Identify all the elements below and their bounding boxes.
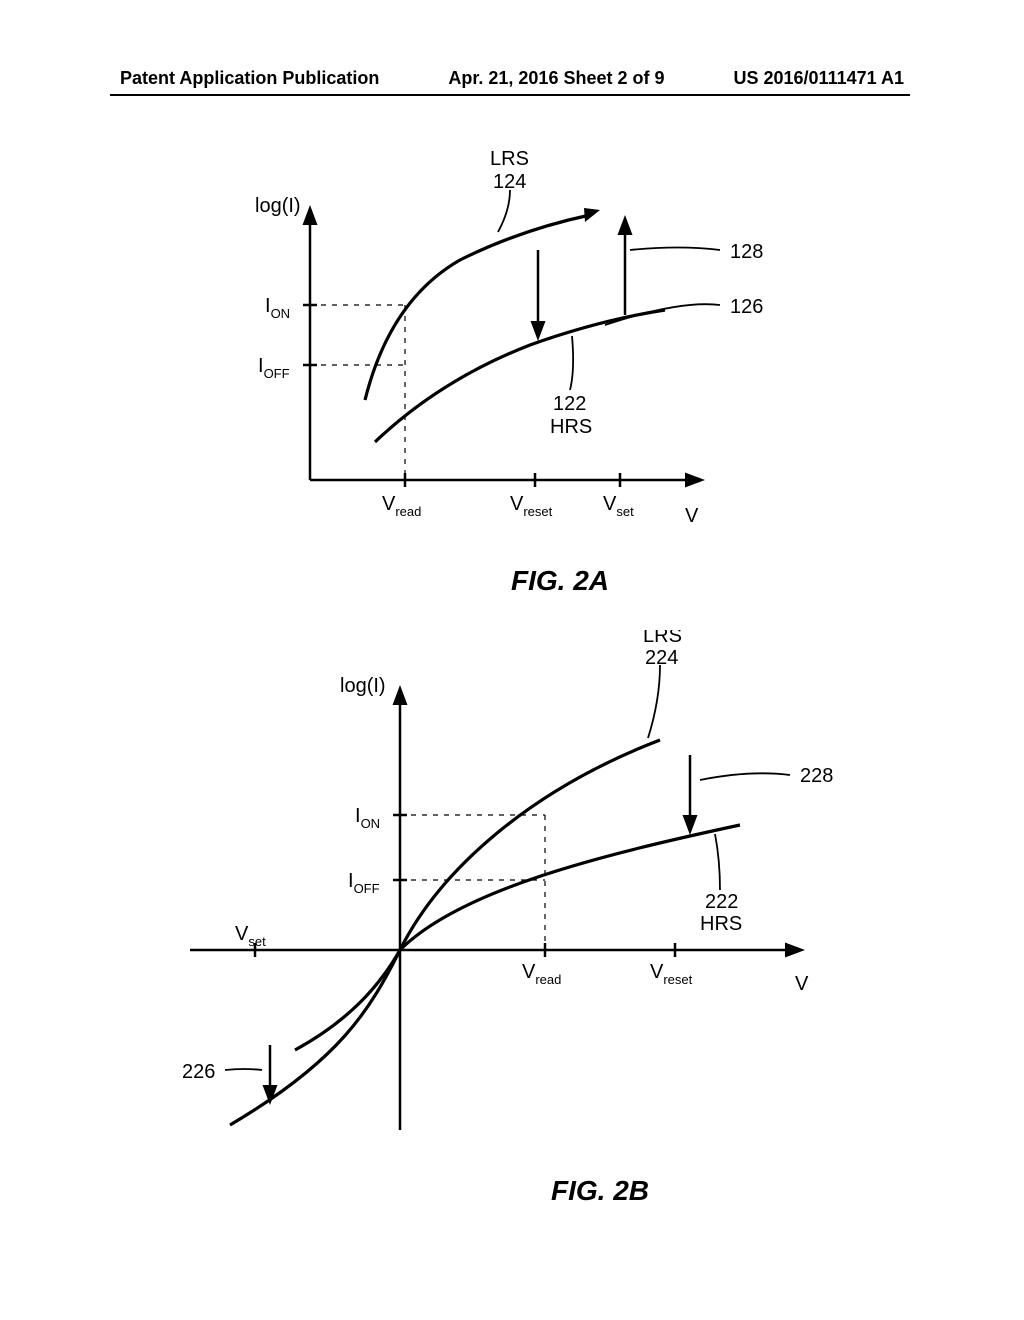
header-center: Apr. 21, 2016 Sheet 2 of 9 [448, 68, 664, 89]
fig2b-lrs: LRS [643, 630, 682, 647]
svg-text:Vreset: Vreset [650, 961, 693, 987]
figure-2b: log(I) ION IOFF Vread Vreset Vset V LRS … [100, 630, 920, 1207]
fig2b-vread: V [522, 961, 536, 983]
fig2a-vset-sub: set [616, 504, 634, 519]
fig2a-ioff-sub: OFF [264, 366, 290, 381]
fig2a-ion-sub: ON [271, 306, 291, 321]
fig2a-xlabel: V [685, 505, 699, 527]
fig2b-ion-sub: ON [361, 816, 381, 831]
svg-text:IOFF: IOFF [348, 870, 380, 896]
fig2b-hrs-num: 222 [705, 891, 738, 913]
fig2b-ref226: 226 [182, 1061, 215, 1083]
fig2a-hrs: HRS [550, 416, 592, 438]
fig2b-ref228: 228 [800, 765, 833, 787]
svg-text:Vset: Vset [603, 493, 634, 519]
fig2b-vset: V [235, 923, 249, 945]
fig2b-vreset-sub: reset [663, 972, 692, 987]
fig2b-vset-sub: set [248, 934, 266, 949]
fig2a-vreset-sub: reset [523, 504, 552, 519]
fig2b-xlabel: V [795, 973, 809, 995]
fig2a-lrs-num: 124 [493, 171, 526, 193]
fig2a-ref128: 128 [730, 241, 763, 263]
fig2a-lrs: LRS [490, 150, 529, 170]
fig2a-ylabel: log(I) [255, 195, 301, 217]
figure-2b-svg: log(I) ION IOFF Vread Vreset Vset V LRS … [100, 630, 920, 1170]
svg-text:ION: ION [265, 295, 290, 321]
fig2b-ylabel: log(I) [340, 675, 386, 697]
svg-text:Vset: Vset [235, 923, 266, 949]
figure-2a: log(I) ION IOFF Vread Vreset Vset V LRS … [160, 150, 860, 597]
svg-text:ION: ION [355, 805, 380, 831]
fig2b-vread-sub: read [535, 972, 561, 987]
fig2b-vreset: V [650, 961, 664, 983]
fig2a-vreset: V [510, 493, 524, 515]
fig2a-hrs-num: 122 [553, 393, 586, 415]
fig2a-vset: V [603, 493, 617, 515]
fig2a-ref126: 126 [730, 296, 763, 318]
fig2a-vread: V [382, 493, 396, 515]
svg-text:Vreset: Vreset [510, 493, 553, 519]
svg-text:Vread: Vread [382, 493, 421, 519]
header-rule [110, 94, 910, 96]
header-left: Patent Application Publication [120, 68, 379, 89]
fig2b-lrs-num: 224 [645, 647, 678, 669]
svg-text:Vread: Vread [522, 961, 561, 987]
page-header: Patent Application Publication Apr. 21, … [0, 68, 1024, 89]
fig2b-caption: FIG. 2B [280, 1175, 920, 1207]
figure-2a-svg: log(I) ION IOFF Vread Vreset Vset V LRS … [160, 150, 860, 570]
fig2a-vread-sub: read [395, 504, 421, 519]
svg-text:IOFF: IOFF [258, 355, 290, 381]
header-right: US 2016/0111471 A1 [734, 68, 904, 89]
fig2b-hrs: HRS [700, 913, 742, 935]
fig2b-ioff-sub: OFF [354, 881, 380, 896]
